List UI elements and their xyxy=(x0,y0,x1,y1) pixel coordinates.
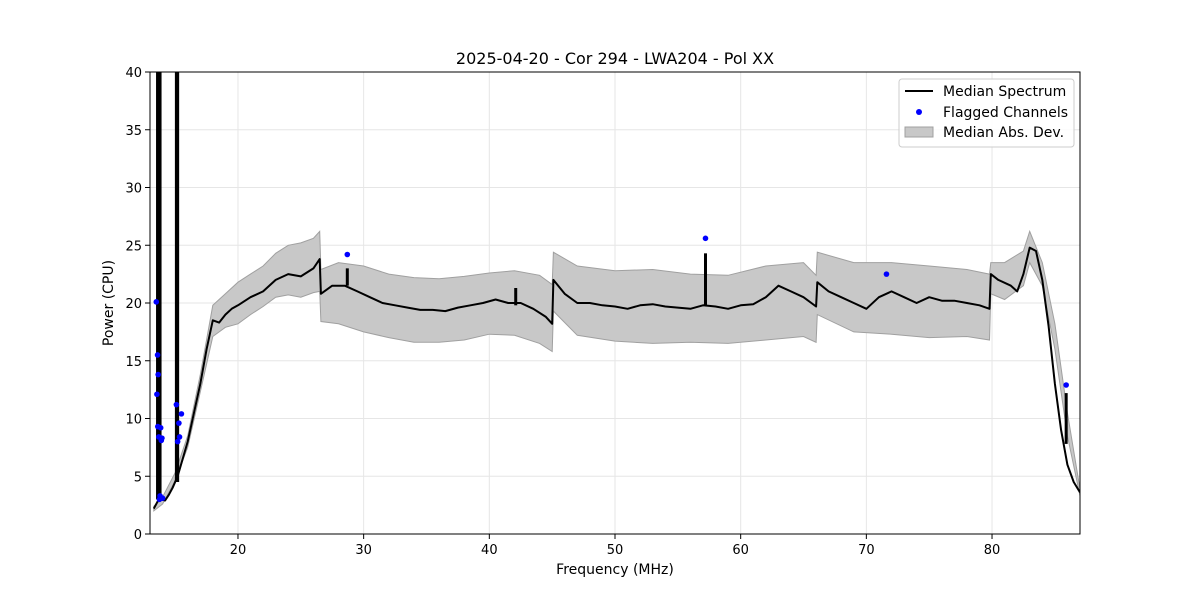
x-axis-ticks: 20 30 40 50 60 70 80 xyxy=(230,534,1001,558)
legend-mad-swatch xyxy=(904,126,934,138)
flagged-channel-point xyxy=(159,435,165,441)
x-tick-label: 70 xyxy=(858,543,875,558)
y-tick-label: 25 xyxy=(125,239,142,254)
flagged-channel-point xyxy=(702,235,709,242)
flagged-channel-point xyxy=(883,271,890,277)
flagged-channel-point xyxy=(176,434,183,440)
y-tick-label: 40 xyxy=(125,66,142,81)
legend-flagged-swatch xyxy=(916,109,922,115)
flagged-channel-point xyxy=(154,391,160,398)
y-axis-label: Power (CPU) xyxy=(101,260,117,346)
x-tick-label: 50 xyxy=(607,543,624,558)
x-tick-label: 80 xyxy=(984,543,1001,558)
median-spectrum-line xyxy=(152,246,1080,510)
legend-label-flagged: Flagged Channels xyxy=(943,105,1068,121)
flagged-channel-point xyxy=(155,371,161,378)
flagged-channel-point xyxy=(174,438,181,445)
flagged-channel-point xyxy=(153,299,160,305)
flagged-channel-point xyxy=(157,424,164,431)
legend: Median Spectrum Flagged Channels Median … xyxy=(898,78,1075,148)
mad-band xyxy=(153,229,1080,512)
flagged-channel-point xyxy=(178,411,185,417)
flagged-channel-point xyxy=(344,251,351,258)
legend-label-mad: Median Abs. Dev. xyxy=(943,125,1064,141)
y-tick-label: 20 xyxy=(125,297,142,312)
median-line-layer xyxy=(152,246,1080,510)
mad-band-layer xyxy=(153,229,1080,512)
flagged-channel-point xyxy=(154,352,161,358)
y-tick-label: 10 xyxy=(125,413,142,428)
y-axis-ticks: 0 5 10 15 20 25 30 35 40 xyxy=(125,66,150,543)
y-tick-label: 5 xyxy=(134,470,142,485)
chart-title: 2025-04-20 - Cor 294 - LWA204 - Pol XX xyxy=(456,49,774,68)
flagged-channel-point xyxy=(159,495,166,501)
flagged-channel-point xyxy=(1063,382,1069,388)
y-tick-label: 0 xyxy=(134,528,142,543)
x-axis-label: Frequency (MHz) xyxy=(556,562,674,578)
legend-label-median: Median Spectrum xyxy=(943,84,1066,100)
y-tick-label: 35 xyxy=(125,124,142,139)
flagged-channel-point xyxy=(173,401,180,408)
x-tick-label: 20 xyxy=(230,543,247,558)
x-tick-label: 60 xyxy=(732,543,749,558)
x-tick-label: 30 xyxy=(355,543,372,558)
flagged-points-layer xyxy=(153,235,1069,503)
flagged-channel-point xyxy=(176,420,182,426)
y-tick-label: 15 xyxy=(125,355,142,370)
x-tick-label: 40 xyxy=(481,543,498,558)
legend-box xyxy=(898,78,1075,148)
y-tick-label: 30 xyxy=(125,182,142,197)
